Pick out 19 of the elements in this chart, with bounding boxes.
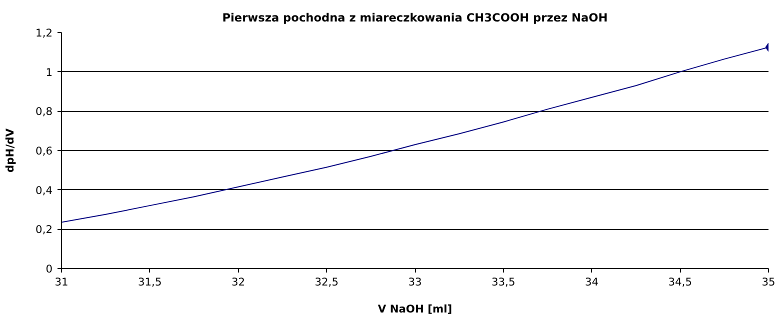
x-tick-label: 34 bbox=[584, 276, 599, 288]
x-tick-label: 33,5 bbox=[492, 276, 516, 288]
x-tick-label: 35 bbox=[762, 276, 776, 288]
x-tick-label: 32,5 bbox=[314, 276, 338, 288]
x-tick-label: 31 bbox=[54, 276, 68, 288]
y-tick-label: 1 bbox=[46, 66, 52, 79]
x-axis-title: V NaOH [ml] bbox=[378, 302, 452, 316]
x-tick-label: 32 bbox=[231, 276, 246, 288]
y-tick-label: 0,6 bbox=[36, 144, 53, 158]
y-tick-label: 0,2 bbox=[36, 223, 53, 236]
chart-title: Pierwsza pochodna z miareczkowania CH3COOH przez NaOH bbox=[222, 10, 608, 24]
x-tick-label: 31,5 bbox=[138, 276, 162, 288]
y-tick-label: 0 bbox=[46, 262, 53, 276]
y-tick-label: 0,4 bbox=[36, 184, 53, 197]
y-axis-title: dpH/dV bbox=[4, 128, 17, 172]
y-tick-label: 0,8 bbox=[36, 105, 53, 118]
y-tick-label: 1,2 bbox=[36, 26, 53, 40]
x-tick-label: 34,5 bbox=[668, 276, 692, 288]
x-tick-label: 33 bbox=[408, 276, 422, 288]
